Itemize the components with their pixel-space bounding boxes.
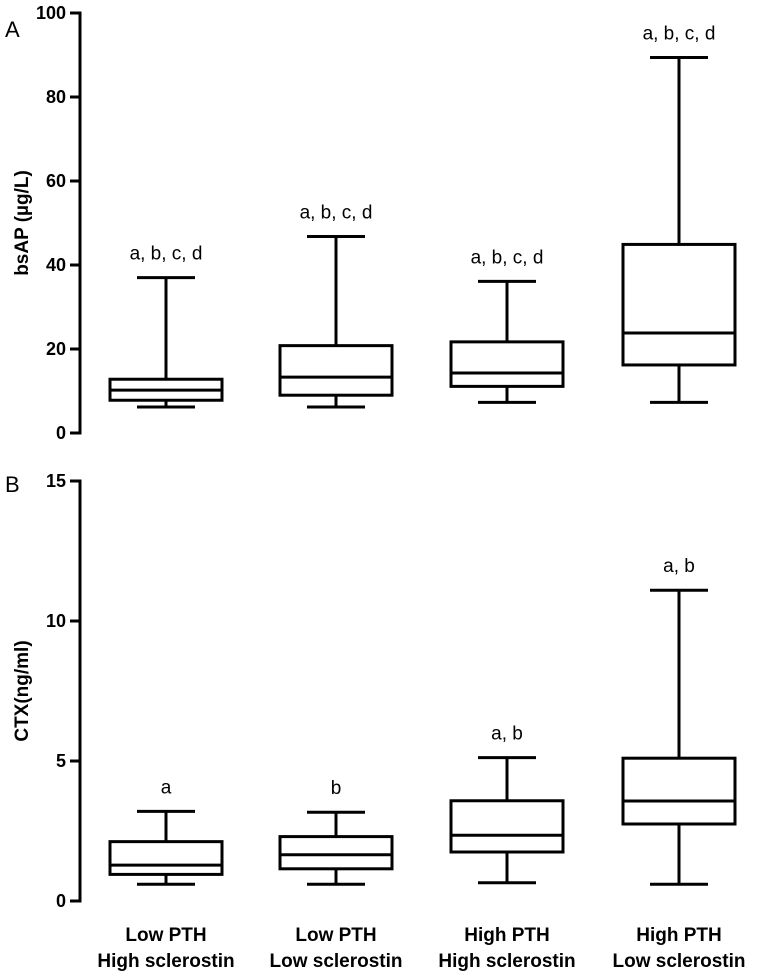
p1-y-axis-title: bsAP (µg/L) [12, 170, 33, 276]
significance-annotation: a [161, 777, 172, 798]
category-labels: Low PTH High sclerostin Low PTH Low scleros… [97, 925, 745, 972]
category-label-line2: High sclerostin [438, 951, 575, 972]
panel-a-bsap: A 0 20 40 60 80 100 bsAP (µg/L) a, b, c, d a, b, … [5, 3, 737, 443]
p1-box-4: a, b, c, d [621, 24, 737, 404]
iqr-box [108, 840, 224, 876]
p1-box-1: a, b, c, d [108, 244, 224, 409]
p2-y-tick-label: 5 [56, 751, 66, 771]
p1-box-3: a, b, c, d [449, 247, 565, 404]
significance-annotation: a, b [491, 724, 523, 745]
p2-box-4: a, b [621, 556, 737, 886]
iqr-box [621, 756, 737, 826]
p2-y-tick-label: 10 [46, 611, 66, 631]
category-label-line1: Low PTH [125, 925, 206, 946]
p2-box-2: b [278, 778, 394, 886]
iqr-box [621, 242, 737, 367]
p2-y-tick-label: 0 [56, 891, 66, 911]
significance-annotation: a, b, c, d [130, 244, 203, 265]
p1-box-2: a, b, c, d [278, 202, 394, 409]
significance-annotation: a, b, c, d [643, 24, 716, 45]
category-label-line2: High sclerostin [97, 951, 234, 972]
iqr-box [449, 799, 565, 854]
p1-y-tick-label: 0 [56, 423, 66, 443]
p1-y-tick-label: 60 [46, 171, 66, 191]
iqr-box [278, 344, 394, 397]
iqr-box [449, 340, 565, 388]
p2-y-tick-label: 15 [46, 471, 66, 491]
significance-annotation: a, b, c, d [300, 202, 373, 223]
category-label-line2: Low sclerostin [269, 951, 402, 972]
p1-y-tick-label: 100 [36, 3, 66, 23]
category-label-line2: Low sclerostin [612, 951, 745, 972]
category-label-line1: High PTH [464, 925, 550, 946]
p1-y-tick-label: 20 [46, 339, 66, 359]
panel-b-ctx: B 0 5 10 15 CTX(ng/ml) a b a, b a, b [5, 471, 737, 911]
p2-panel-label: B [5, 472, 20, 497]
p2-box-1: a [108, 777, 224, 886]
p1-y-tick-label: 40 [46, 255, 66, 275]
p1-panel-label: A [5, 17, 20, 42]
category-label-line1: High PTH [636, 925, 722, 946]
category-label-line1: Low PTH [295, 925, 376, 946]
p1-y-tick-label: 80 [46, 87, 66, 107]
iqr-box [278, 835, 394, 871]
significance-annotation: b [331, 778, 342, 799]
significance-annotation: a, b [663, 556, 695, 577]
significance-annotation: a, b, c, d [471, 247, 544, 268]
p2-y-axis-title: CTX(ng/ml) [12, 640, 33, 741]
p2-box-3: a, b [449, 724, 565, 885]
